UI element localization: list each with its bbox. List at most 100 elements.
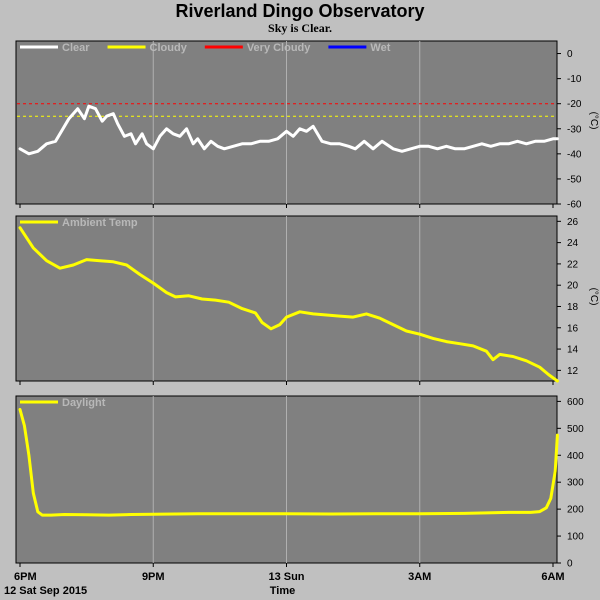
data-point <box>105 115 108 118</box>
data-point <box>165 291 168 294</box>
data-point <box>19 226 21 229</box>
data-point <box>354 148 357 150</box>
data-point <box>347 145 350 148</box>
data-point <box>485 350 488 352</box>
data-point <box>94 107 97 110</box>
data-point <box>216 145 219 148</box>
x-tick-label: 9PM <box>142 571 165 583</box>
y-tick-label: 12 <box>567 366 579 377</box>
data-point <box>196 138 199 140</box>
data-point <box>279 323 281 326</box>
data-point <box>125 264 128 266</box>
y-tick-label: 26 <box>567 217 579 228</box>
data-point <box>59 267 61 269</box>
y-tick-label: -30 <box>567 124 582 135</box>
legend-label: Ambient Temp <box>62 217 138 229</box>
data-point <box>223 148 226 150</box>
y-tick-label: 300 <box>567 478 584 489</box>
data-point <box>172 132 175 135</box>
data-point <box>325 314 328 316</box>
y-tick-label: 20 <box>567 281 579 292</box>
data-point <box>507 143 510 145</box>
chart-title: Riverland Dingo Observatory <box>175 1 425 21</box>
data-point <box>392 148 394 150</box>
data-point <box>285 316 288 318</box>
data-point <box>543 140 545 143</box>
data-point <box>130 513 132 516</box>
y-tick-label: -60 <box>567 200 582 211</box>
data-point <box>19 148 21 150</box>
data-point <box>99 259 101 262</box>
data-point <box>432 337 434 340</box>
data-point <box>192 143 195 145</box>
data-point <box>201 298 203 300</box>
y-tick-label: 18 <box>567 302 579 313</box>
data-point <box>145 143 148 145</box>
data-point <box>159 135 161 138</box>
data-point <box>463 148 465 150</box>
data-point <box>123 135 126 138</box>
data-point <box>339 315 341 317</box>
data-point <box>254 312 257 314</box>
data-point <box>538 366 541 368</box>
data-point <box>250 143 252 145</box>
data-point <box>554 470 557 473</box>
y-tick-label: 200 <box>567 505 584 516</box>
data-point <box>23 424 26 427</box>
y-tick-label: 0 <box>567 559 573 570</box>
legend-label: Daylight <box>62 397 106 409</box>
data-point <box>418 512 421 515</box>
data-point <box>312 313 314 315</box>
data-point <box>525 143 528 145</box>
y-tick-label: 500 <box>567 424 584 435</box>
data-point <box>112 112 115 115</box>
data-point <box>445 340 448 343</box>
data-point <box>130 132 132 135</box>
data-point <box>330 513 332 515</box>
data-point <box>299 127 301 130</box>
data-point <box>45 259 48 262</box>
data-point <box>270 328 272 330</box>
y-axis-unit: (°C) <box>588 112 599 130</box>
data-point <box>285 130 288 133</box>
data-point <box>76 107 79 110</box>
data-point <box>339 143 341 145</box>
data-point <box>534 140 537 143</box>
data-point <box>261 321 263 324</box>
data-point <box>101 120 103 123</box>
data-point <box>392 323 394 326</box>
data-point <box>372 148 374 150</box>
data-point <box>112 260 115 263</box>
data-point <box>472 345 474 347</box>
data-point <box>259 140 261 143</box>
y-tick-label: 14 <box>567 345 579 356</box>
data-point <box>374 512 377 515</box>
data-point <box>401 150 403 153</box>
data-point <box>556 434 559 436</box>
data-point <box>108 514 110 516</box>
y-tick-label: 24 <box>567 238 579 249</box>
data-point <box>36 150 39 153</box>
data-point <box>210 140 212 143</box>
data-point <box>187 295 190 297</box>
data-point <box>227 301 230 304</box>
data-point <box>529 511 532 514</box>
data-point <box>28 153 30 155</box>
data-point <box>196 512 199 515</box>
data-point <box>241 512 243 515</box>
data-point <box>19 408 21 411</box>
data-point <box>427 145 430 148</box>
data-point <box>214 299 217 301</box>
x-axis-title: Time <box>270 585 295 597</box>
data-point <box>525 359 528 362</box>
data-point <box>32 492 35 494</box>
data-point <box>28 454 30 457</box>
data-point <box>116 122 119 125</box>
data-point <box>203 148 206 150</box>
data-point <box>321 140 323 143</box>
data-point <box>241 307 243 310</box>
data-point <box>516 140 519 143</box>
data-point <box>507 511 510 514</box>
y-tick-label: 22 <box>567 259 579 270</box>
data-point <box>405 330 408 332</box>
